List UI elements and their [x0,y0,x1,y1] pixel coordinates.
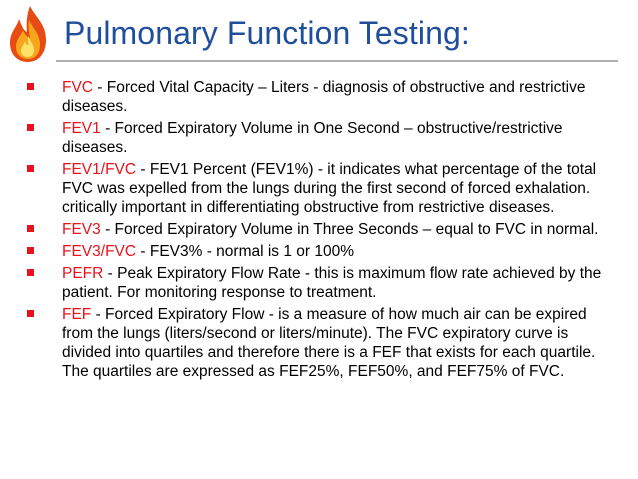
bullet-list: FVC - Forced Vital Capacity – Liters - d… [24,78,608,384]
square-bullet-icon [27,83,34,90]
term-description: - Forced Expiratory Volume in One Second… [62,120,563,156]
list-item: PEFR - Peak Expiratory Flow Rate - this … [24,264,608,302]
term-label: FEV1 [62,120,101,137]
list-item: FEF - Forced Expiratory Flow - is a meas… [24,305,608,381]
term-description: - Forced Expiratory Flow - is a measure … [62,306,596,380]
list-item: FEV1/FVC - FEV1 Percent (FEV1%) - it ind… [24,160,608,217]
list-item: FVC - Forced Vital Capacity – Liters - d… [24,78,608,116]
term-description: - Forced Vital Capacity – Liters - diagn… [62,79,586,115]
term-description: - Peak Expiratory Flow Rate - this is ma… [62,265,602,301]
term-label: FVC [62,79,93,96]
term-description: - FEV1 Percent (FEV1%) - it indicates wh… [62,161,597,216]
term-label: FEF [62,306,92,323]
list-item: FEV3/FVC - FEV3% - normal is 1 or 100% [24,242,608,261]
square-bullet-icon [27,165,34,172]
term-label: FEV1/FVC [62,161,137,178]
term-label: FEV3/FVC [62,243,137,260]
square-bullet-icon [27,247,34,254]
square-bullet-icon [27,124,34,131]
term-label: FEV3 [62,221,101,238]
list-item: FEV1 - Forced Expiratory Volume in One S… [24,119,608,157]
term-description: - FEV3% - normal is 1 or 100% [136,243,355,260]
term-description: - Forced Expiratory Volume in Three Seco… [100,221,599,238]
flame-icon [10,6,46,62]
square-bullet-icon [27,225,34,232]
slide-title: Pulmonary Function Testing: [64,15,470,51]
square-bullet-icon [27,269,34,276]
title-divider [56,60,618,62]
list-item: FEV3 - Forced Expiratory Volume in Three… [24,220,608,239]
square-bullet-icon [27,310,34,317]
term-label: PEFR [62,265,104,282]
